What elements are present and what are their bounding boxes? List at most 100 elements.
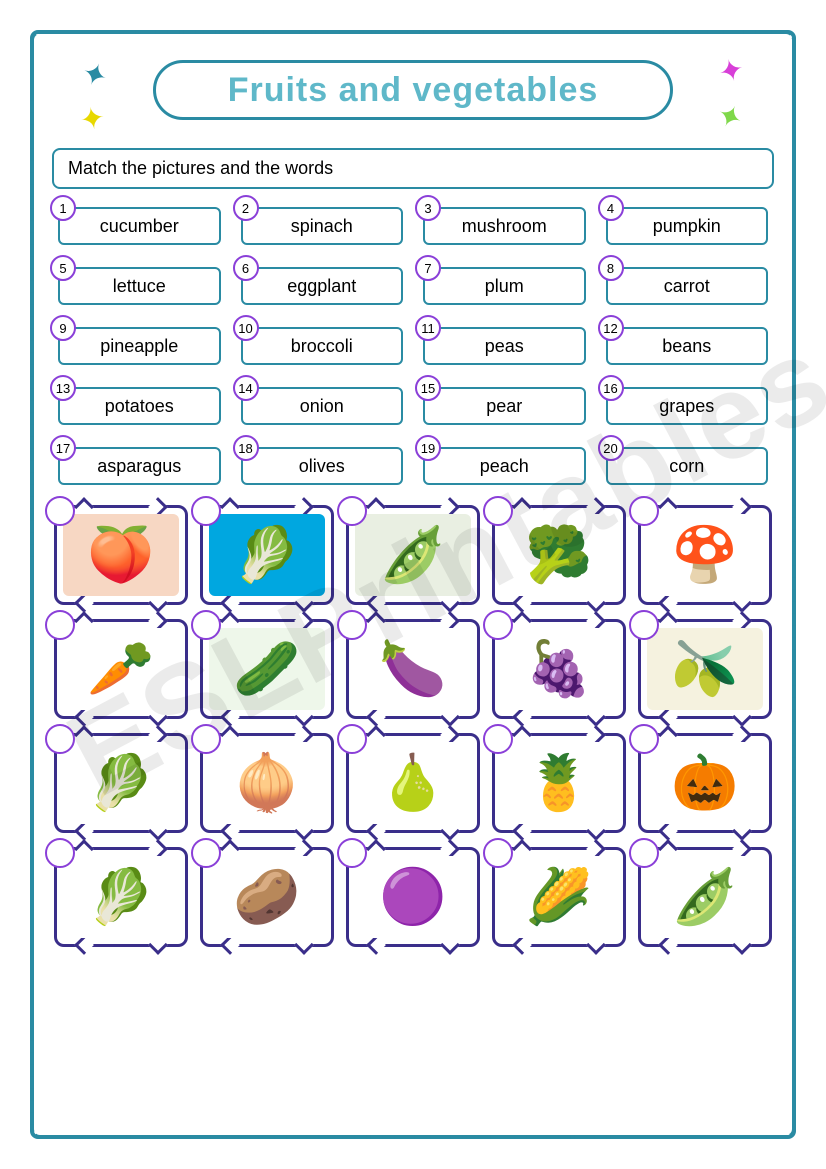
picture-inner: 🫛 (647, 856, 763, 938)
word-cell[interactable]: 1cucumber (58, 207, 221, 245)
onion-icon: 🧅 (233, 756, 300, 810)
frame-notch (148, 593, 168, 613)
answer-blank-circle[interactable] (337, 496, 367, 526)
answer-blank-circle[interactable] (483, 610, 513, 640)
word-cell[interactable]: 3mushroom (423, 207, 586, 245)
answer-blank-circle[interactable] (337, 724, 367, 754)
word-number-badge: 19 (415, 435, 441, 461)
word-number-badge: 8 (598, 255, 624, 281)
picture-cell[interactable]: 🌽 (492, 847, 626, 947)
frame-notch (586, 935, 606, 955)
picture-cell[interactable]: 🍄 (638, 505, 772, 605)
answer-blank-circle[interactable] (45, 610, 75, 640)
answer-blank-circle[interactable] (45, 838, 75, 868)
frame-notch (658, 935, 678, 955)
word-cell[interactable]: 14onion (241, 387, 404, 425)
word-cell[interactable]: 18olives (241, 447, 404, 485)
picture-cell[interactable]: 🥬 (54, 847, 188, 947)
word-number-badge: 16 (598, 375, 624, 401)
word-cell[interactable]: 5lettuce (58, 267, 221, 305)
picture-cell[interactable]: 🟣 (346, 847, 480, 947)
picture-cell[interactable]: 🫛 (346, 505, 480, 605)
answer-blank-circle[interactable] (629, 724, 659, 754)
answer-blank-circle[interactable] (191, 610, 221, 640)
word-cell[interactable]: 6eggplant (241, 267, 404, 305)
sparkle-icon: ✦ (711, 96, 749, 138)
instruction-text: Match the pictures and the words (68, 158, 333, 178)
word-cell[interactable]: 7plum (423, 267, 586, 305)
word-cell[interactable]: 15pear (423, 387, 586, 425)
olives-icon: 🫒 (671, 642, 738, 696)
picture-cell[interactable]: 🍑 (54, 505, 188, 605)
picture-cell[interactable]: 🍇 (492, 619, 626, 719)
answer-blank-circle[interactable] (629, 610, 659, 640)
frame-notch (586, 821, 606, 841)
picture-inner: 🥒 (209, 628, 325, 710)
word-cell[interactable]: 10broccoli (241, 327, 404, 365)
answer-blank-circle[interactable] (337, 610, 367, 640)
picture-cell[interactable]: 🥦 (492, 505, 626, 605)
word-label: peas (485, 336, 524, 357)
word-cell[interactable]: 11peas (423, 327, 586, 365)
answer-blank-circle[interactable] (45, 496, 75, 526)
answer-blank-circle[interactable] (191, 838, 221, 868)
word-number-badge: 1 (50, 195, 76, 221)
word-cell[interactable]: 2spinach (241, 207, 404, 245)
answer-blank-circle[interactable] (191, 496, 221, 526)
picture-cell[interactable]: 🥬 (200, 505, 334, 605)
word-cell[interactable]: 19peach (423, 447, 586, 485)
picture-cell[interactable]: 🥔 (200, 847, 334, 947)
answer-blank-circle[interactable] (483, 496, 513, 526)
frame-notch (732, 593, 752, 613)
picture-cell[interactable]: 🫒 (638, 619, 772, 719)
mushroom-icon: 🍄 (671, 528, 738, 582)
word-number-badge: 3 (415, 195, 441, 221)
answer-blank-circle[interactable] (45, 724, 75, 754)
picture-inner: 🍆 (355, 628, 471, 710)
word-cell[interactable]: 17asparagus (58, 447, 221, 485)
picture-cell[interactable]: 🧅 (200, 733, 334, 833)
picture-cell[interactable]: 🎃 (638, 733, 772, 833)
frame-notch (366, 593, 386, 613)
picture-inner: 🥬 (63, 856, 179, 938)
frame-notch (148, 707, 168, 727)
word-cell[interactable]: 9pineapple (58, 327, 221, 365)
frame-notch (512, 821, 532, 841)
picture-cell[interactable]: 🥬 (54, 733, 188, 833)
picture-cell[interactable]: 🍆 (346, 619, 480, 719)
frame-notch (74, 935, 94, 955)
frame-notch (220, 935, 240, 955)
frame-notch (220, 593, 240, 613)
frame-notch (512, 707, 532, 727)
pineapple-icon: 🍍 (525, 756, 592, 810)
answer-blank-circle[interactable] (629, 838, 659, 868)
answer-blank-circle[interactable] (191, 724, 221, 754)
word-label: grapes (659, 396, 714, 417)
frame-notch (294, 593, 314, 613)
spinach-icon: 🥬 (87, 870, 154, 924)
word-label: mushroom (462, 216, 547, 237)
answer-blank-circle[interactable] (483, 724, 513, 754)
word-label: potatoes (105, 396, 174, 417)
word-cell[interactable]: 13potatoes (58, 387, 221, 425)
word-cell[interactable]: 16grapes (606, 387, 769, 425)
picture-cell[interactable]: 🫛 (638, 847, 772, 947)
word-label: plum (485, 276, 524, 297)
picture-inner: 🟣 (355, 856, 471, 938)
word-cell[interactable]: 20corn (606, 447, 769, 485)
answer-blank-circle[interactable] (629, 496, 659, 526)
page-title: Fruits and vegetables (228, 71, 599, 110)
word-cell[interactable]: 12beans (606, 327, 769, 365)
picture-cell[interactable]: 🥒 (200, 619, 334, 719)
word-cell[interactable]: 8carrot (606, 267, 769, 305)
word-cell[interactable]: 4pumpkin (606, 207, 769, 245)
answer-blank-circle[interactable] (483, 838, 513, 868)
answer-blank-circle[interactable] (337, 838, 367, 868)
picture-cell[interactable]: 🍐 (346, 733, 480, 833)
eggplant-icon: 🍆 (379, 642, 446, 696)
word-number-badge: 15 (415, 375, 441, 401)
picture-cell[interactable]: 🥕 (54, 619, 188, 719)
word-label: lettuce (113, 276, 166, 297)
word-number-badge: 11 (415, 315, 441, 341)
picture-cell[interactable]: 🍍 (492, 733, 626, 833)
